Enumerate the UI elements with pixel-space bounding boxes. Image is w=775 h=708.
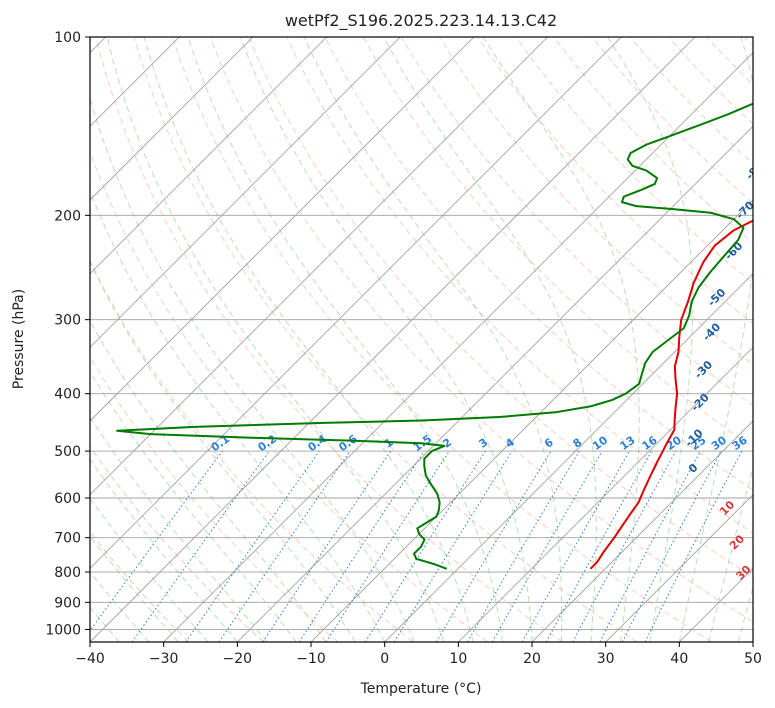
y-tick-label: 300 — [54, 313, 81, 329]
moist-adiabat — [90, 497, 209, 642]
dry-adiabat — [90, 259, 414, 642]
dry-adiabat-label: 40 — [751, 590, 771, 610]
x-tick-label: −30 — [149, 651, 179, 667]
dry-adiabat — [591, 37, 753, 204]
y-tick-label: 700 — [54, 531, 81, 547]
x-tick-label: −10 — [296, 651, 326, 667]
plot-area-background — [90, 37, 753, 642]
y-tick-label: 100 — [54, 30, 81, 46]
profile-lines — [116, 102, 753, 570]
x-tick-label: 50 — [744, 651, 762, 667]
dry-adiabat — [133, 37, 638, 642]
x-tick-label: 40 — [670, 651, 688, 667]
y-tick-label: 1000 — [45, 622, 81, 638]
isotherm — [531, 420, 753, 642]
isotherm — [605, 494, 753, 642]
isotherm — [90, 37, 475, 422]
moist-adiabat — [303, 37, 563, 642]
mixing-ratio-line — [467, 450, 580, 642]
temperature-profile — [589, 219, 753, 570]
y-tick-label: 400 — [54, 387, 81, 403]
y-tick-label: 800 — [54, 565, 81, 581]
mixing-ratio-line — [545, 450, 653, 642]
x-axis-title: Temperature (°C) — [360, 681, 482, 697]
mixing-ratio-line — [491, 450, 603, 642]
isotherm — [310, 199, 753, 642]
mixing-ratio-line — [435, 450, 552, 642]
chart-title: wetPf2_S196.2025.223.14.13.C42 — [285, 11, 557, 31]
dry-adiabat — [324, 37, 753, 491]
mixing-ratio-line — [572, 450, 677, 642]
mixing-ratio-line — [218, 450, 351, 642]
moist-adiabat — [106, 37, 445, 642]
dry-adiabat — [248, 37, 753, 578]
moist-adiabat — [143, 37, 474, 642]
isotherm-label: -80 — [743, 159, 766, 182]
x-tick-label: 10 — [449, 651, 467, 667]
isotherm — [384, 273, 753, 642]
dry-adiabat — [95, 37, 563, 642]
isotherm — [90, 37, 548, 496]
dry-adiabat — [171, 37, 712, 642]
y-tick-label: 200 — [54, 208, 81, 224]
isotherm — [90, 37, 696, 642]
moist-adiabat — [90, 370, 297, 642]
moist-adiabat — [187, 37, 504, 642]
x-tick-label: −20 — [223, 651, 253, 667]
background-lines — [90, 37, 753, 642]
moist-adiabat — [678, 37, 753, 642]
mixing-ratio-line — [364, 450, 486, 642]
x-tick-label: 30 — [597, 651, 615, 667]
isotherm — [163, 52, 753, 642]
x-tick-label: −40 — [75, 651, 105, 667]
moist-adiabat — [239, 37, 533, 642]
moist-adiabat — [90, 416, 268, 642]
moist-adiabat — [607, 37, 694, 642]
moist-adiabat — [737, 585, 753, 642]
dry-adiabat — [515, 37, 753, 284]
isotherm — [237, 125, 753, 642]
moist-adiabat — [90, 319, 327, 642]
moist-adiabat — [90, 260, 356, 642]
moist-adiabat — [90, 458, 238, 642]
mixing-ratio-line — [325, 450, 450, 642]
isotherm — [90, 37, 327, 275]
isotherm — [90, 37, 622, 569]
plot-frame — [89, 36, 754, 643]
dry-adiabat — [477, 37, 753, 325]
moist-adiabat — [90, 189, 386, 642]
dry-adiabat — [400, 37, 753, 407]
x-tick-label: 20 — [523, 651, 541, 667]
isotherm — [458, 346, 753, 642]
dry-adiabat — [90, 445, 264, 642]
y-tick-label: 500 — [54, 444, 81, 460]
mixing-ratio-line — [185, 450, 320, 642]
mixing-ratio-line — [393, 450, 513, 642]
y-axis-title: Pressure (hPa) — [11, 289, 27, 389]
y-tick-label: 900 — [54, 595, 81, 611]
moist-adiabat — [90, 535, 179, 642]
isotherm — [90, 37, 401, 348]
dewpoint-profile — [116, 102, 753, 570]
moist-adiabat — [482, 37, 640, 642]
dry-adiabat — [210, 37, 753, 623]
moist-adiabat — [383, 37, 597, 642]
x-tick-label: 0 — [380, 651, 389, 667]
isotherm — [90, 37, 254, 201]
mixing-ratio-line — [90, 450, 223, 632]
isotherm-label: -90 — [749, 124, 772, 147]
mixing-ratio-line — [131, 450, 270, 642]
isotherm — [752, 641, 753, 642]
moist-adiabat — [708, 466, 753, 642]
dry-adiabat — [629, 37, 753, 165]
mixing-ratio-line — [521, 450, 630, 642]
y-tick-label: 600 — [54, 491, 81, 507]
axes: −40 −30 −20 −10 0 10 20 30 40 50 100 200 300 400 500 60… — [45, 30, 762, 667]
